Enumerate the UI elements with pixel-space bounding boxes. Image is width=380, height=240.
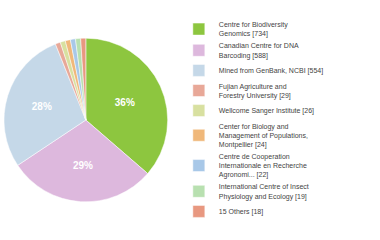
svg-text:Center for Biology andManageme: Center for Biology andManagement of Popu…	[219, 123, 308, 149]
svg-text:International Centre of Insect: International Centre of InsectPhysiology…	[219, 183, 309, 200]
svg-text:Centre for BiodiversityGenomic: Centre for BiodiversityGenomics [734]	[219, 21, 288, 38]
svg-text:29%: 29%	[73, 160, 93, 171]
svg-text:Canadian Centre for DNABarcodi: Canadian Centre for DNABarcoding [588]	[219, 42, 299, 59]
svg-text:Fujian Agriculture andForestry: Fujian Agriculture andForestry Universit…	[219, 83, 291, 100]
svg-text:28%: 28%	[32, 101, 52, 112]
svg-text:15 Others [18]: 15 Others [18]	[219, 208, 263, 216]
svg-text:Wellcome Sanger Institute [26]: Wellcome Sanger Institute [26]	[219, 107, 314, 115]
svg-text:Centre de CooperationInternati: Centre de CooperationInternationale en R…	[219, 153, 307, 179]
svg-text:Mined from GenBank, NCBI [554]: Mined from GenBank, NCBI [554]	[219, 67, 323, 75]
svg-text:36%: 36%	[115, 97, 135, 108]
